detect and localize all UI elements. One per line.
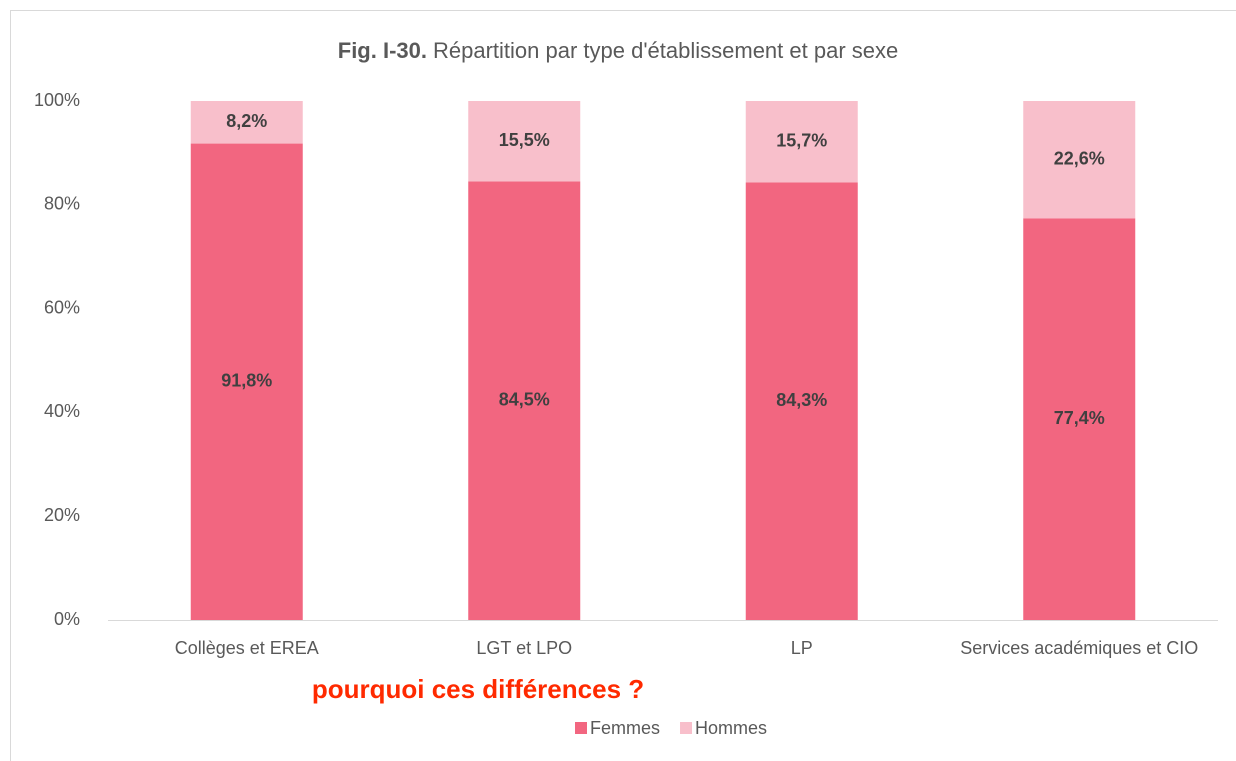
data-label: 91,8% xyxy=(221,371,272,391)
x-tick-label: LGT et LPO xyxy=(476,638,573,658)
y-tick-label: 100% xyxy=(34,90,80,110)
y-tick-label: 20% xyxy=(44,505,80,525)
y-tick-label: 60% xyxy=(44,297,80,317)
data-label: 84,5% xyxy=(499,389,550,409)
chart-title: Fig. I-30. Répartition par type d'établis… xyxy=(338,38,898,63)
bar-segment xyxy=(1023,218,1136,620)
y-tick-label: 80% xyxy=(44,194,80,214)
bar-segment xyxy=(190,101,303,144)
x-tick-label: Services académiques et CIO xyxy=(960,638,1199,658)
legend-label: Femmes xyxy=(590,718,660,738)
bar-segment xyxy=(745,101,858,183)
bar-segment xyxy=(745,182,858,620)
y-tick-label: 0% xyxy=(54,609,80,629)
title-bold: Fig. I-30. xyxy=(338,38,427,63)
data-label: 15,7% xyxy=(776,130,827,150)
x-tick-label: LP xyxy=(790,638,813,658)
bar-segment xyxy=(190,143,303,621)
bar-segment xyxy=(1023,101,1136,219)
data-label: 77,4% xyxy=(1054,408,1105,428)
bar-segment xyxy=(468,101,581,182)
legend-swatch xyxy=(575,722,587,734)
x-tick-label: Collèges et EREA xyxy=(174,638,319,658)
title-rest: Répartition par type d'établissement et … xyxy=(433,38,898,63)
chart-border xyxy=(10,10,1236,761)
data-label: 8,2% xyxy=(226,111,267,131)
data-label: 15,5% xyxy=(499,130,550,150)
annotation: pourquoi ces différences ? xyxy=(312,674,644,704)
data-label: 22,6% xyxy=(1054,148,1105,168)
legend-swatch xyxy=(680,722,693,734)
legend-label: Hommes xyxy=(695,718,767,738)
y-tick-label: 40% xyxy=(44,401,80,421)
data-label: 84,3% xyxy=(776,390,827,410)
bar-segment xyxy=(468,181,581,620)
